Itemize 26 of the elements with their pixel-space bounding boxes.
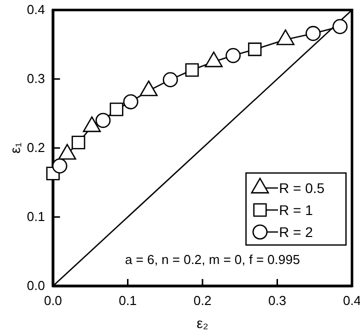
point [162, 72, 178, 88]
legend-label: R = 1 [279, 202, 314, 218]
y-tick-label: 0.2 [26, 140, 45, 156]
point [110, 102, 124, 116]
x-tick-label: 0.0 [44, 293, 62, 308]
point [96, 112, 111, 128]
point [123, 94, 138, 110]
y-tick-label: 0.4 [26, 2, 45, 18]
y-axis-title: ε₁ [7, 142, 23, 154]
point [332, 19, 348, 34]
point [52, 158, 68, 174]
y-tick-label: 0.0 [26, 278, 45, 294]
x-axis-title: ε₂ [196, 315, 208, 331]
point [248, 42, 262, 56]
y-tick-label: 0.1 [26, 209, 45, 224]
legend-label: R = 0.5 [279, 180, 325, 196]
x-tick-label: 0.2 [193, 293, 212, 308]
x-tick-label: 0.3 [268, 293, 286, 308]
point [306, 26, 321, 42]
point [185, 63, 199, 77]
legend-label: R = 2 [279, 224, 314, 240]
y-tick-label: 0.3 [26, 71, 45, 86]
point [72, 136, 86, 150]
point [226, 48, 241, 64]
annotation: a = 6, n = 0.2, m = 0, f = 0.995 [125, 252, 300, 267]
x-tick-label: 0.1 [118, 293, 137, 308]
